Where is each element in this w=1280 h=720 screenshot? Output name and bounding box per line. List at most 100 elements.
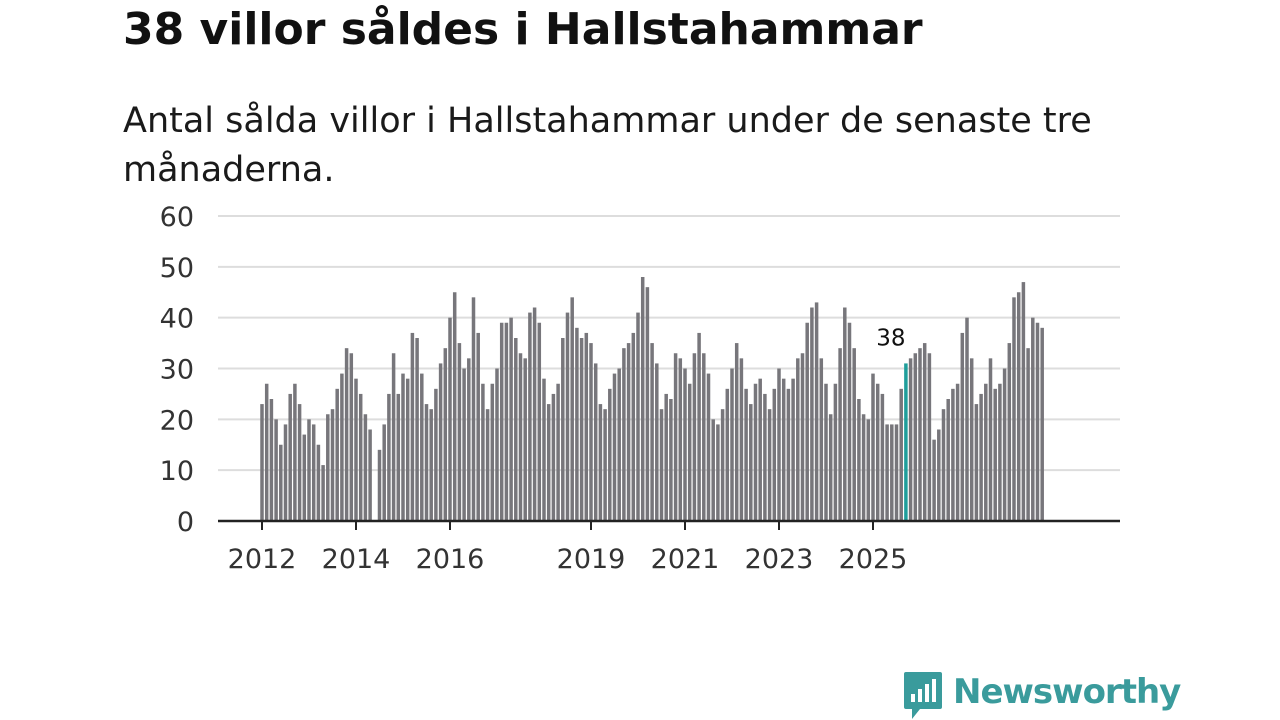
bar (838, 348, 842, 521)
y-tick-label: 50 (160, 253, 194, 284)
bar (702, 353, 706, 521)
bar (946, 399, 950, 521)
bar (274, 419, 278, 521)
bar (772, 388, 777, 521)
bar (467, 358, 471, 521)
bar (260, 404, 264, 521)
bar (650, 343, 654, 521)
bar (683, 368, 687, 521)
bar (894, 424, 899, 521)
bar (725, 388, 730, 521)
bar (452, 292, 457, 521)
chart-subtitle: Antal sålda villor i Hallstahammar under… (123, 101, 1092, 190)
bar (955, 383, 960, 521)
bar (617, 368, 621, 521)
bar (767, 409, 772, 521)
bar (462, 368, 466, 521)
bar (377, 449, 382, 521)
bar (561, 338, 565, 521)
bar (969, 358, 974, 521)
bar (706, 373, 711, 521)
bar (603, 409, 607, 521)
bar (852, 348, 856, 521)
x-tick-label: 2019 (557, 544, 626, 575)
bar (861, 414, 866, 521)
bar (396, 393, 401, 521)
bar (546, 404, 551, 521)
bar (918, 348, 922, 521)
bar (622, 348, 626, 521)
bar (1026, 348, 1030, 521)
bar (269, 399, 274, 521)
bar (890, 424, 894, 521)
bar (758, 378, 762, 521)
y-tick-label: 10 (160, 456, 194, 487)
bar (349, 353, 354, 521)
bar (810, 307, 814, 521)
x-tick-label: 2023 (745, 544, 814, 575)
bar (551, 393, 556, 521)
bar (716, 424, 720, 521)
bar (786, 388, 791, 521)
bar (368, 429, 372, 521)
bar (528, 312, 532, 521)
bar (951, 388, 955, 521)
bar (833, 383, 838, 521)
bar (828, 414, 833, 521)
bar (875, 383, 880, 521)
bar (598, 404, 603, 521)
highlight-value-label: 38 (876, 325, 905, 351)
x-tick-label: 2014 (322, 544, 391, 575)
bar (927, 353, 932, 521)
y-tick-label: 60 (160, 202, 194, 233)
y-tick-label: 20 (160, 405, 194, 436)
bar (499, 322, 504, 521)
bar (363, 414, 368, 521)
bar (335, 388, 339, 521)
x-tick-label: 2012 (228, 544, 297, 575)
bar (720, 409, 725, 521)
bar (391, 353, 396, 521)
bar (293, 383, 297, 521)
x-tick-label: 2021 (651, 544, 720, 575)
bar (692, 353, 697, 521)
bar (941, 409, 946, 521)
bar (476, 332, 480, 521)
bar (655, 363, 659, 521)
highlight-bar (904, 363, 908, 521)
bar (311, 424, 316, 521)
bar (457, 343, 462, 521)
bar (288, 393, 292, 521)
newsworthy-logo[interactable]: Newsworthy (903, 670, 1181, 720)
bar (593, 363, 598, 521)
bar (819, 358, 824, 521)
bar (438, 363, 443, 521)
bar (645, 287, 650, 521)
bar (1035, 322, 1040, 521)
bar (420, 373, 424, 521)
bar (847, 322, 852, 521)
bar (711, 419, 715, 521)
bar (1021, 282, 1026, 521)
bar (664, 393, 668, 521)
bar (781, 378, 786, 521)
bar (988, 358, 993, 521)
bar (283, 424, 288, 521)
y-tick-label: 40 (160, 304, 194, 335)
bar (777, 368, 781, 521)
bar (866, 419, 871, 521)
bar (537, 322, 542, 521)
y-tick-label: 30 (160, 355, 194, 386)
bar (626, 343, 631, 521)
bar (556, 383, 560, 521)
bar (749, 404, 753, 521)
bar (424, 404, 429, 521)
bar (330, 409, 335, 521)
bar (974, 404, 979, 521)
bar (753, 383, 758, 521)
bar (387, 393, 391, 521)
bar (532, 307, 537, 521)
bar (744, 388, 748, 521)
bar (871, 373, 875, 521)
